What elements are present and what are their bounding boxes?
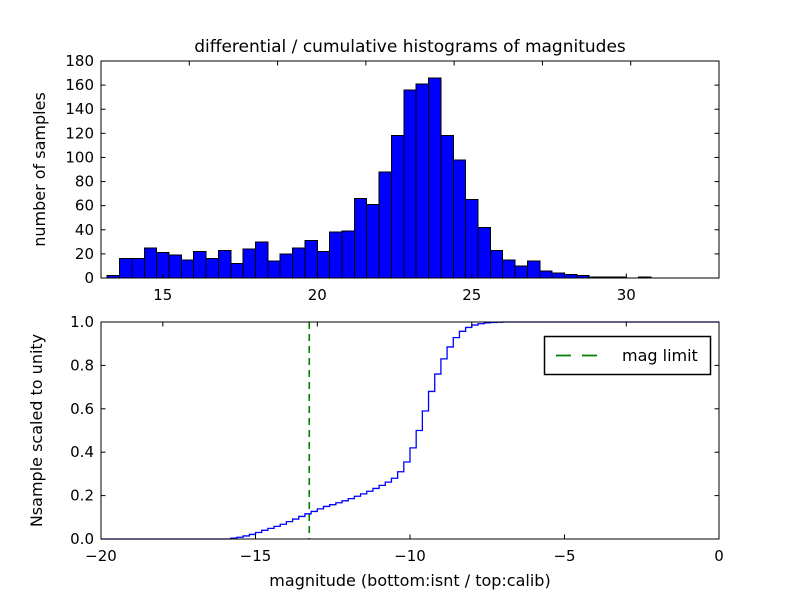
bottom-cumulative-plot: 0.0 0.2 0.4 0.6 0.8 1.0 −20 −15 −10 −5 0 — [70, 313, 724, 565]
histogram-bar — [143, 247, 158, 279]
top-y-axis-label: number of samples — [30, 92, 49, 247]
y-tick-label: 0.2 — [70, 487, 94, 505]
histogram-bar — [329, 231, 343, 279]
top-histogram-plot: 0 20 40 60 80 100 120 140 160 180 15 20 25 30 — [65, 52, 720, 304]
histogram-bar — [316, 250, 331, 279]
histogram-bar — [564, 273, 578, 279]
y-tick-label: 0 — [84, 269, 94, 287]
histogram-bar — [193, 250, 207, 279]
histogram-bar — [366, 203, 380, 279]
chart-title: differential / cumulative histograms of … — [194, 37, 626, 57]
histogram-bar — [131, 258, 145, 279]
histogram-bar — [465, 199, 479, 279]
legend-box — [543, 335, 712, 376]
x-tick-label: −5 — [553, 547, 575, 565]
histogram-bar — [217, 249, 232, 279]
x-axis-label: magnitude (bottom:isnt / top:calib) — [269, 571, 550, 590]
y-tick-label: 0.4 — [70, 443, 94, 461]
histogram-bar — [440, 135, 454, 279]
x-tick-label: 25 — [462, 286, 481, 304]
x-tick-label: 20 — [308, 286, 327, 304]
histogram-bar — [230, 263, 244, 279]
histogram-bar — [378, 171, 392, 279]
x-tick-label: −15 — [240, 547, 272, 565]
bottom-y-axis-label: Nsample scaled to unity — [27, 334, 46, 527]
y-tick-label: 100 — [65, 148, 94, 166]
histogram-bar — [304, 240, 318, 279]
histogram-bar — [255, 241, 269, 279]
x-tick-label: −10 — [394, 547, 426, 565]
histogram-bar — [279, 253, 294, 279]
x-tick-label: 0 — [714, 547, 724, 565]
y-tick-label: 80 — [75, 173, 94, 191]
histogram-bar — [551, 272, 566, 279]
y-tick-label: 0.6 — [70, 400, 94, 418]
histogram-bar — [514, 265, 528, 279]
y-tick-label: 0.8 — [70, 356, 94, 374]
y-tick-label: 1.0 — [70, 313, 94, 331]
histogram-bar — [403, 89, 417, 279]
histogram-bar — [267, 260, 281, 279]
histogram-bar — [341, 230, 355, 279]
histogram-bar — [526, 260, 541, 279]
top-axes-frame — [100, 60, 720, 279]
histogram-bar — [292, 247, 306, 279]
histogram-bar — [539, 270, 553, 279]
x-tick-label: 15 — [153, 286, 172, 304]
histogram-bar — [489, 249, 504, 279]
y-tick-label: 120 — [65, 124, 94, 142]
x-tick-label: 30 — [617, 286, 636, 304]
histogram-bar — [168, 254, 182, 279]
y-tick-label: 20 — [75, 245, 94, 263]
y-tick-label: 0.0 — [70, 530, 94, 548]
legend-label: mag limit — [622, 346, 698, 365]
y-tick-label: 140 — [65, 100, 94, 118]
histogram-bar — [390, 135, 405, 279]
histogram-bar — [502, 259, 516, 279]
histogram-bar — [428, 77, 442, 279]
histogram-bar — [119, 258, 133, 279]
y-tick-label: 180 — [65, 52, 94, 70]
cumulative-curve — [101, 321, 719, 540]
histogram-bar — [452, 159, 467, 279]
x-tick-label: −20 — [85, 547, 117, 565]
y-tick-label: 160 — [65, 76, 94, 94]
histogram-bar — [242, 248, 256, 279]
histogram-bar — [477, 226, 491, 279]
histogram-bar — [415, 83, 430, 279]
histogram-bar — [353, 197, 368, 279]
histogram-bar — [205, 258, 219, 279]
histogram-bar — [180, 259, 195, 279]
y-tick-label: 60 — [75, 197, 94, 215]
y-tick-label: 40 — [75, 221, 94, 239]
legend: mag limit — [543, 335, 712, 376]
